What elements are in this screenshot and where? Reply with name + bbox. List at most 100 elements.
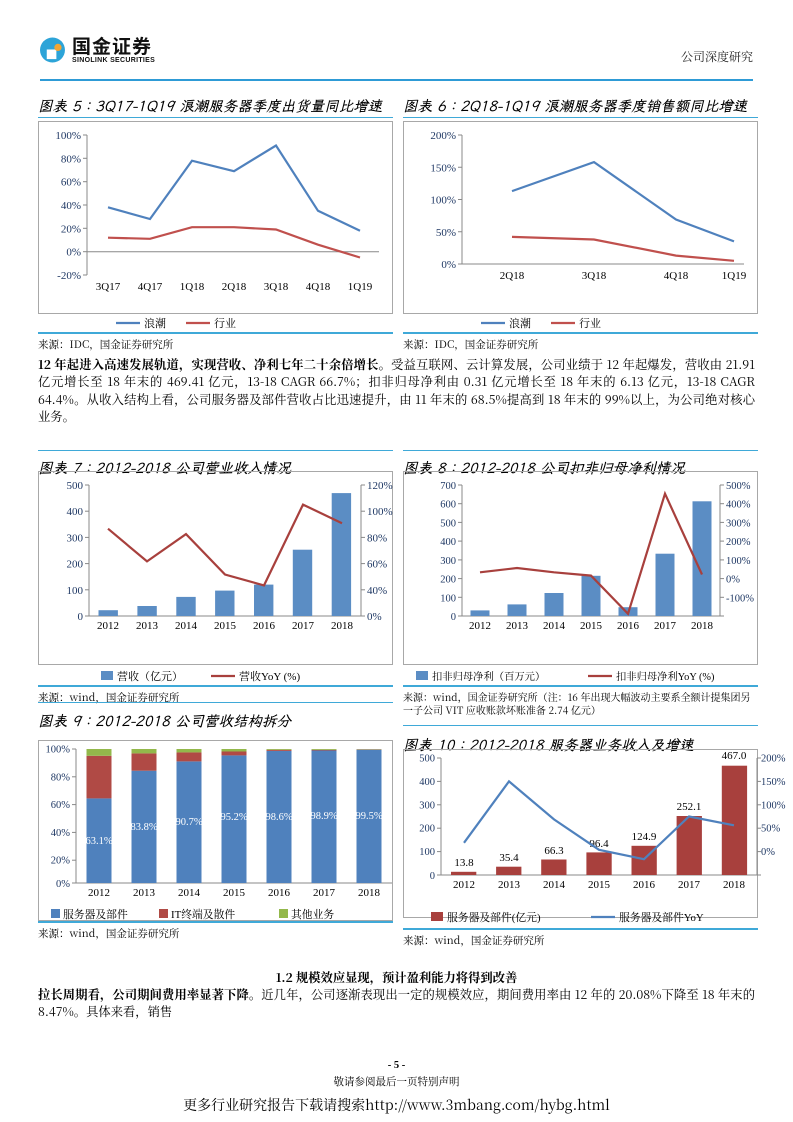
svg-text:-100%: -100% bbox=[726, 593, 754, 604]
svg-text:2014: 2014 bbox=[543, 620, 566, 632]
svg-text:90.7%: 90.7% bbox=[175, 817, 202, 828]
svg-text:0%: 0% bbox=[367, 611, 382, 623]
svg-text:0%: 0% bbox=[726, 575, 740, 586]
svg-text:IT终端及散件: IT终端及散件 bbox=[171, 907, 235, 921]
svg-text:63.1%: 63.1% bbox=[85, 836, 112, 847]
svg-text:2015: 2015 bbox=[588, 879, 611, 891]
svg-text:100%: 100% bbox=[367, 506, 393, 518]
svg-text:0%: 0% bbox=[56, 879, 70, 890]
svg-text:500: 500 bbox=[419, 754, 435, 765]
svg-text:40%: 40% bbox=[367, 585, 387, 597]
svg-text:0%: 0% bbox=[761, 847, 775, 858]
svg-text:2012: 2012 bbox=[469, 620, 491, 632]
svg-text:100%: 100% bbox=[761, 800, 786, 811]
svg-text:服务器及部件(亿元): 服务器及部件(亿元) bbox=[447, 910, 541, 924]
svg-text:2018: 2018 bbox=[358, 887, 381, 899]
svg-text:1Q19: 1Q19 bbox=[722, 270, 747, 282]
svg-text:2017: 2017 bbox=[313, 887, 336, 899]
svg-text:100: 100 bbox=[440, 593, 456, 604]
svg-text:200: 200 bbox=[440, 575, 456, 586]
svg-text:500: 500 bbox=[67, 480, 84, 492]
svg-text:252.1: 252.1 bbox=[677, 801, 702, 813]
svg-text:2014: 2014 bbox=[175, 620, 198, 632]
svg-text:服务器及部件YoY: 服务器及部件YoY bbox=[619, 910, 704, 924]
svg-text:0: 0 bbox=[451, 612, 456, 623]
svg-text:营收YoY (%): 营收YoY (%) bbox=[239, 669, 300, 683]
svg-text:2016: 2016 bbox=[268, 887, 291, 899]
svg-text:150%: 150% bbox=[761, 777, 786, 788]
svg-text:0: 0 bbox=[430, 871, 435, 882]
svg-text:400: 400 bbox=[440, 537, 456, 548]
svg-text:200: 200 bbox=[67, 559, 84, 571]
svg-text:0%: 0% bbox=[441, 259, 456, 271]
svg-text:2016: 2016 bbox=[617, 620, 640, 632]
svg-text:300%: 300% bbox=[726, 518, 751, 529]
svg-text:3Q18: 3Q18 bbox=[582, 270, 607, 282]
svg-text:60%: 60% bbox=[61, 177, 81, 189]
svg-text:13.8: 13.8 bbox=[454, 857, 474, 869]
svg-text:200: 200 bbox=[419, 824, 435, 835]
svg-text:服务器及部件: 服务器及部件 bbox=[63, 907, 128, 921]
svg-text:20%: 20% bbox=[51, 856, 71, 867]
svg-text:2012: 2012 bbox=[88, 887, 110, 899]
svg-text:2015: 2015 bbox=[214, 620, 237, 632]
svg-text:80%: 80% bbox=[367, 532, 387, 544]
svg-text:2013: 2013 bbox=[498, 879, 521, 891]
svg-text:2017: 2017 bbox=[678, 879, 701, 891]
svg-text:200%: 200% bbox=[761, 754, 786, 765]
svg-text:400%: 400% bbox=[726, 500, 751, 511]
svg-text:300: 300 bbox=[440, 556, 456, 567]
svg-text:400: 400 bbox=[419, 777, 435, 788]
svg-text:35.4: 35.4 bbox=[499, 852, 519, 864]
svg-text:2Q18: 2Q18 bbox=[222, 281, 247, 293]
svg-text:20%: 20% bbox=[61, 223, 81, 235]
svg-text:2Q18: 2Q18 bbox=[500, 270, 525, 282]
svg-text:100%: 100% bbox=[430, 195, 456, 207]
svg-text:1Q18: 1Q18 bbox=[180, 281, 205, 293]
svg-text:98.9%: 98.9% bbox=[310, 811, 337, 822]
svg-text:2016: 2016 bbox=[633, 879, 656, 891]
svg-text:50%: 50% bbox=[761, 824, 781, 835]
svg-text:500%: 500% bbox=[726, 481, 751, 492]
svg-text:700: 700 bbox=[440, 481, 456, 492]
svg-text:2013: 2013 bbox=[133, 887, 156, 899]
svg-text:120%: 120% bbox=[367, 480, 393, 492]
svg-text:200%: 200% bbox=[430, 130, 456, 142]
svg-text:300: 300 bbox=[67, 532, 84, 544]
svg-text:100%: 100% bbox=[46, 745, 71, 756]
svg-text:83.8%: 83.8% bbox=[130, 822, 157, 833]
svg-text:99.5%: 99.5% bbox=[355, 811, 382, 822]
svg-text:2013: 2013 bbox=[506, 620, 529, 632]
svg-text:行业: 行业 bbox=[579, 316, 601, 330]
svg-text:4Q18: 4Q18 bbox=[306, 281, 331, 293]
svg-text:100%: 100% bbox=[726, 556, 751, 567]
svg-text:467.0: 467.0 bbox=[722, 750, 747, 762]
svg-text:其他业务: 其他业务 bbox=[291, 907, 334, 921]
svg-text:2014: 2014 bbox=[543, 879, 566, 891]
svg-text:2018: 2018 bbox=[331, 620, 354, 632]
svg-text:2015: 2015 bbox=[223, 887, 246, 899]
svg-text:150%: 150% bbox=[430, 162, 456, 174]
svg-text:80%: 80% bbox=[51, 772, 71, 783]
svg-text:2012: 2012 bbox=[97, 620, 119, 632]
svg-text:营收（亿元）: 营收（亿元） bbox=[117, 669, 183, 683]
svg-text:400: 400 bbox=[67, 506, 84, 518]
svg-text:40%: 40% bbox=[51, 828, 71, 839]
svg-text:2018: 2018 bbox=[691, 620, 714, 632]
svg-text:98.6%: 98.6% bbox=[265, 812, 292, 823]
svg-text:2014: 2014 bbox=[178, 887, 201, 899]
svg-text:2015: 2015 bbox=[580, 620, 603, 632]
svg-text:80%: 80% bbox=[61, 153, 81, 165]
svg-text:浪潮: 浪潮 bbox=[144, 316, 166, 330]
svg-text:3Q17: 3Q17 bbox=[96, 281, 121, 293]
svg-text:2012: 2012 bbox=[453, 879, 475, 891]
svg-text:2017: 2017 bbox=[654, 620, 677, 632]
svg-text:1Q19: 1Q19 bbox=[348, 281, 373, 293]
svg-text:2016: 2016 bbox=[253, 620, 276, 632]
svg-text:4Q17: 4Q17 bbox=[138, 281, 163, 293]
svg-text:100: 100 bbox=[67, 585, 84, 597]
svg-text:200%: 200% bbox=[726, 537, 751, 548]
svg-text:扣非归母净利（百万元）: 扣非归母净利（百万元） bbox=[432, 670, 545, 683]
svg-text:600: 600 bbox=[440, 500, 456, 511]
svg-text:124.9: 124.9 bbox=[632, 831, 657, 843]
